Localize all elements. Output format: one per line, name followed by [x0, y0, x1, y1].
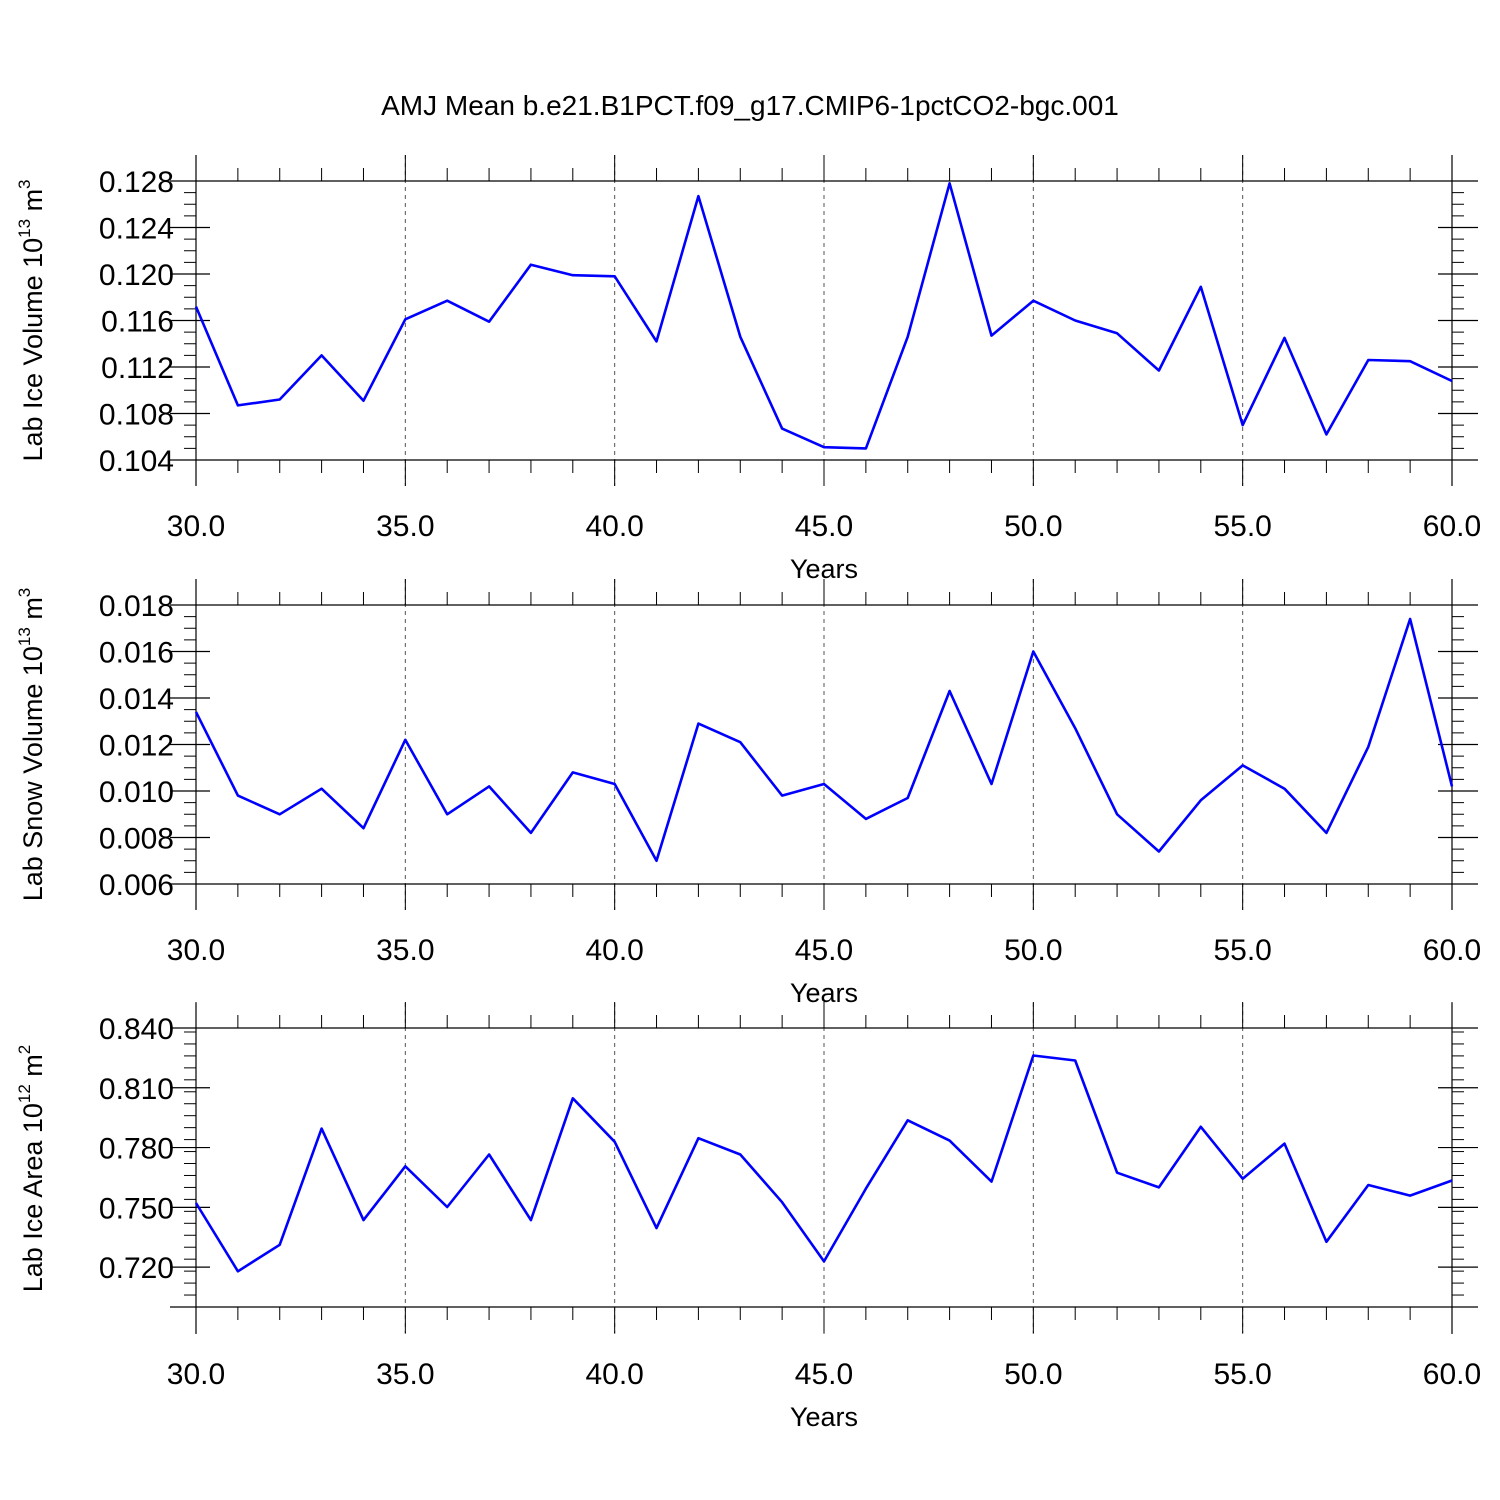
y-tick-label: 0.840 [99, 1013, 174, 1046]
y-tick-label: 0.124 [99, 213, 174, 246]
y-tick-label: 0.108 [99, 399, 174, 432]
y-tick-label: 0.128 [99, 166, 174, 199]
x-axis-label: Years [790, 1402, 858, 1432]
y-tick-label: 0.104 [99, 445, 174, 478]
x-tick-label: 35.0 [376, 934, 434, 967]
x-tick-label: 45.0 [795, 934, 853, 967]
y-axis-label: Lab Ice Volume 1013 m3 [15, 179, 48, 461]
y-axis-label: Lab Ice Area 1012 m2 [15, 1045, 48, 1293]
x-tick-label: 35.0 [376, 1358, 434, 1391]
x-tick-label: 60.0 [1423, 1358, 1481, 1391]
y-tick-label: 0.010 [99, 776, 174, 809]
x-tick-label: 55.0 [1213, 934, 1271, 967]
y-tick-label: 0.780 [99, 1133, 174, 1166]
x-tick-label: 40.0 [585, 510, 643, 543]
x-tick-label: 45.0 [795, 510, 853, 543]
x-tick-label: 50.0 [1004, 934, 1062, 967]
y-tick-label: 0.112 [101, 352, 174, 385]
x-tick-label: 35.0 [376, 510, 434, 543]
x-tick-label: 30.0 [167, 1358, 225, 1391]
y-tick-label: 0.018 [99, 590, 174, 623]
x-tick-label: 30.0 [167, 510, 225, 543]
y-tick-label: 0.014 [99, 683, 174, 716]
y-tick-label: 0.720 [99, 1252, 174, 1285]
chart-panel-1: 0.104 0.108 0.112 0.116 0.120 0.124 0.128 30.0 3… [15, 155, 1481, 584]
x-tick-label: 55.0 [1213, 1358, 1271, 1391]
y-tick-label: 0.120 [99, 259, 174, 292]
series-line [194, 617, 1454, 863]
x-tick-label: 55.0 [1213, 510, 1271, 543]
y-tick-label: 0.008 [99, 823, 174, 856]
y-tick-label: 0.810 [99, 1073, 174, 1106]
x-tick-label: 40.0 [585, 1358, 643, 1391]
chart-panel-2: 0.006 0.008 0.010 0.012 0.014 0.016 0.018 30.0 3… [15, 579, 1481, 1008]
x-tick-label: 50.0 [1004, 1358, 1062, 1391]
y-axis-label: Lab Snow Volume 1013 m3 [15, 588, 48, 902]
chart-panel-3: 0.720 0.750 0.780 0.810 0.840 30.0 35.0 40.0 45.… [15, 1002, 1481, 1432]
y-tick-label: 0.012 [99, 730, 174, 763]
page-title: AMJ Mean b.e21.B1PCT.f09_g17.CMIP6-1pctC… [381, 90, 1119, 121]
y-tick-label: 0.006 [99, 869, 174, 902]
series-line [194, 1054, 1453, 1273]
x-tick-label: 45.0 [795, 1358, 853, 1391]
x-tick-label: 60.0 [1423, 934, 1481, 967]
series-line [194, 182, 1453, 450]
x-tick-label: 60.0 [1423, 510, 1481, 543]
y-tick-label: 0.116 [101, 306, 174, 339]
x-tick-label: 50.0 [1004, 510, 1062, 543]
x-tick-label: 40.0 [585, 934, 643, 967]
y-tick-label: 0.750 [99, 1192, 174, 1225]
y-tick-label: 0.016 [99, 637, 174, 670]
x-tick-label: 30.0 [167, 934, 225, 967]
